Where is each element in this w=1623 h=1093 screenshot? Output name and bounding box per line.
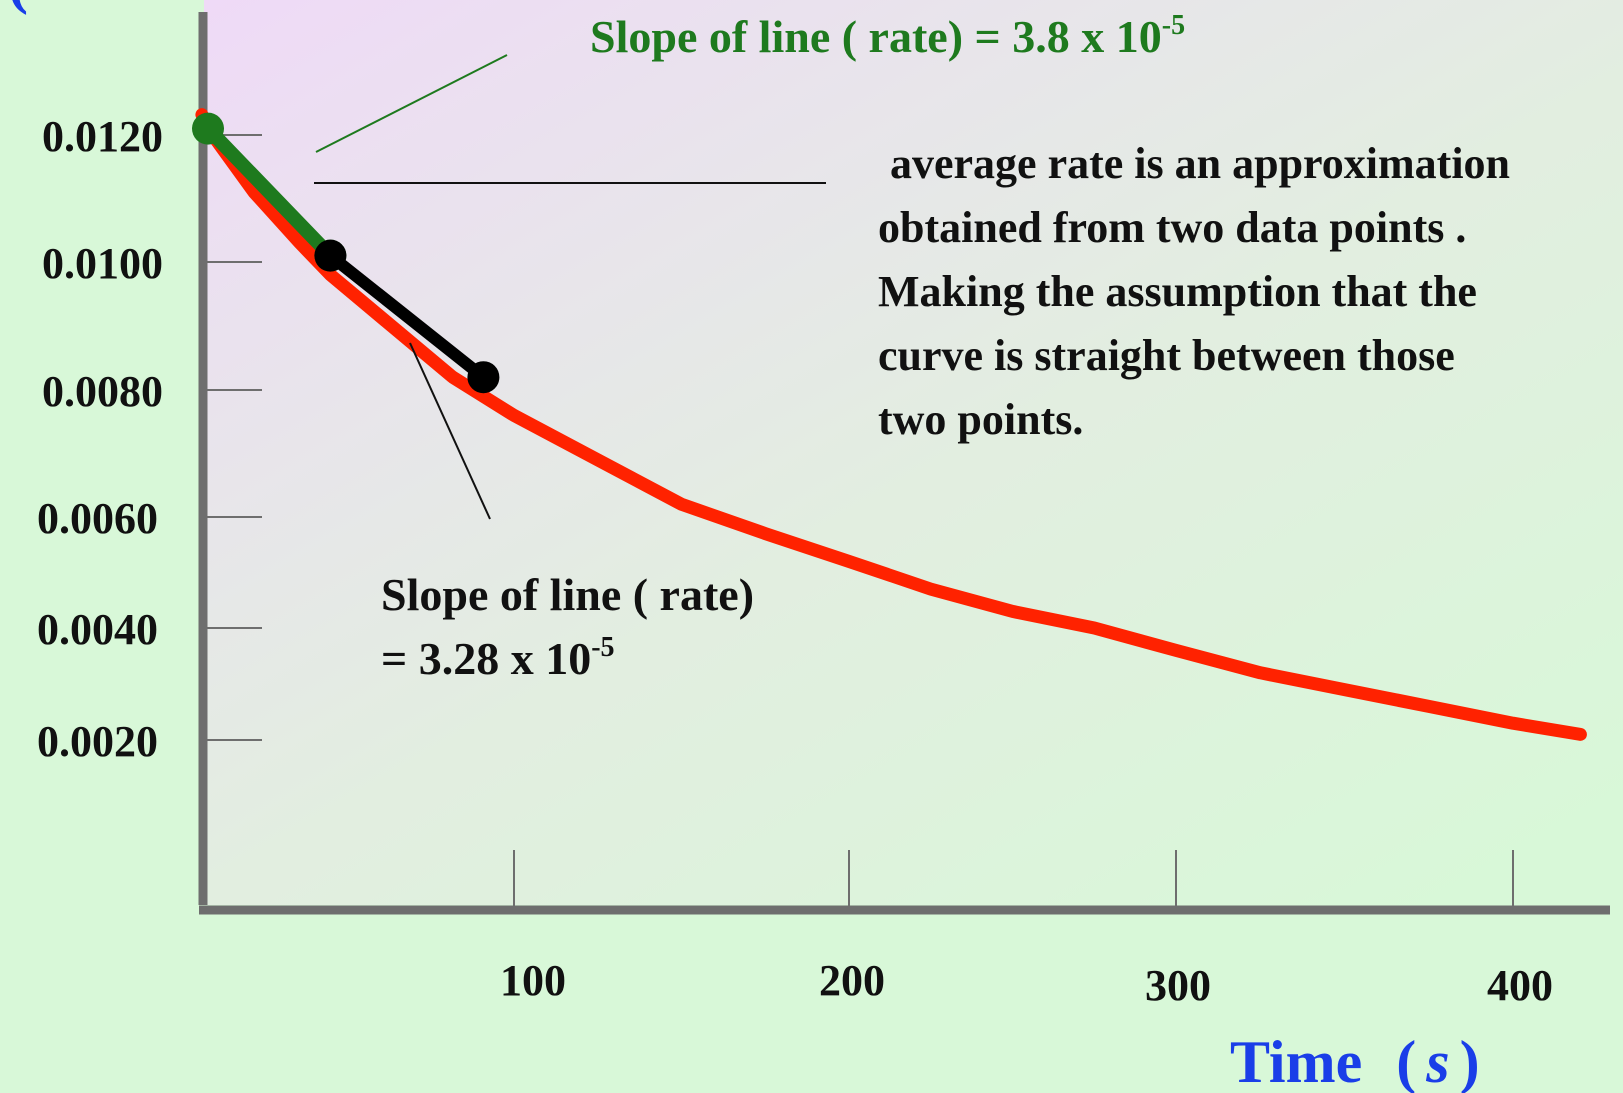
x-tick-label: 200 bbox=[819, 956, 885, 1005]
green-secant-line bbox=[201, 121, 338, 263]
x-ticks: 100 200 300 400 bbox=[500, 850, 1553, 1010]
green-leader-line bbox=[315, 54, 508, 153]
x-axis-title: Time(s) bbox=[1230, 1029, 1480, 1093]
note-line-4: curve is straight between those bbox=[878, 331, 1455, 380]
y-tick-label: 0.0080 bbox=[42, 367, 163, 416]
green-secant-point bbox=[192, 112, 224, 145]
x-tick-label: 100 bbox=[500, 956, 566, 1005]
y-ticks: 0.0120 0.0100 0.0080 0.0060 0.0040 0.0020 bbox=[37, 112, 262, 766]
y-tick-label: 0.0060 bbox=[37, 494, 158, 543]
black-slope-label-line1: Slope of line ( rate) bbox=[381, 569, 754, 620]
black-secant-line bbox=[324, 249, 490, 384]
note-text: average rate is an approximation obtaine… bbox=[878, 139, 1510, 444]
y-tick-label: 0.0020 bbox=[37, 717, 158, 766]
y-tick-label: 0.0100 bbox=[42, 239, 163, 288]
note-line-5: two points. bbox=[878, 395, 1083, 444]
y-tick-label: 0.0040 bbox=[37, 605, 158, 654]
y-tick-label: 0.0120 bbox=[42, 112, 163, 161]
black-slope-label-line2: = 3.28 x 10-5 bbox=[381, 632, 615, 684]
plot-background bbox=[204, 0, 1623, 905]
y-axis-label-partial: ( bbox=[8, 0, 28, 15]
green-slope-label: Slope of line ( rate) = 3.8 x 10-5 bbox=[590, 10, 1185, 62]
note-line-3: Making the assumption that the bbox=[878, 267, 1477, 316]
x-tick-label: 400 bbox=[1487, 961, 1553, 1010]
black-secant-point bbox=[467, 361, 500, 394]
black-secant-point bbox=[314, 239, 347, 272]
note-line-1: average rate is an approximation bbox=[890, 139, 1510, 188]
x-tick-label: 300 bbox=[1145, 961, 1211, 1010]
note-line-2: obtained from two data points . bbox=[878, 203, 1466, 252]
series-group bbox=[192, 108, 1587, 741]
black-leader-line bbox=[409, 342, 491, 520]
